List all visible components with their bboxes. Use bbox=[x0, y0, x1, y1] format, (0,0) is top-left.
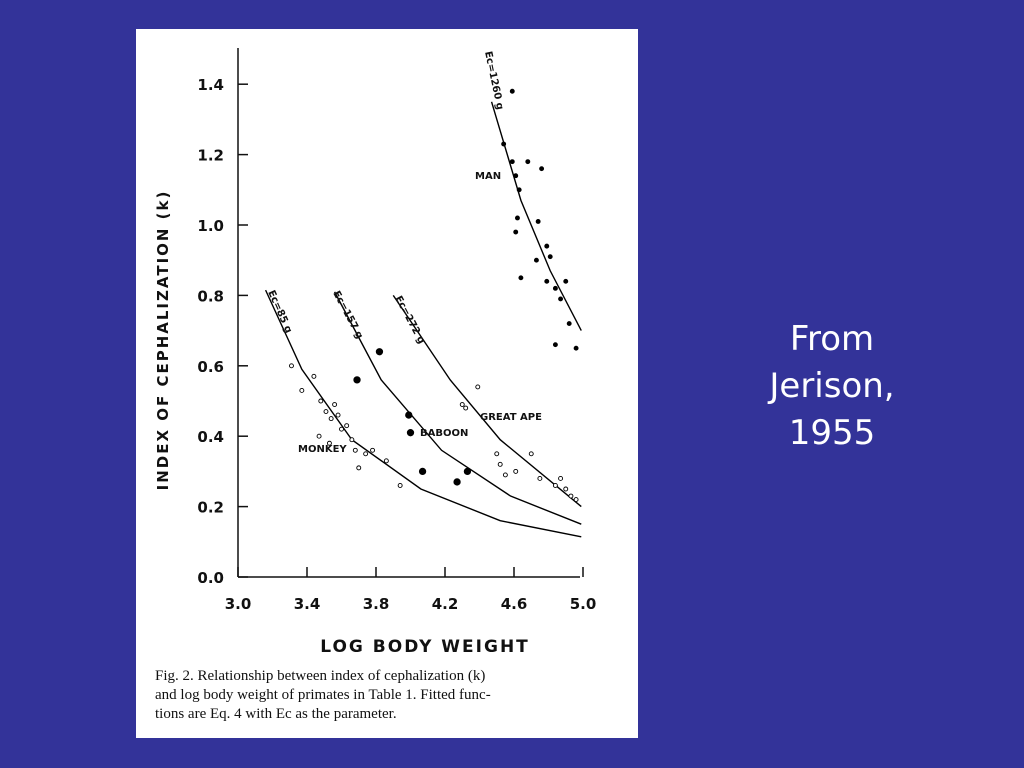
data-point bbox=[509, 88, 515, 94]
group-label: BABOON bbox=[420, 428, 468, 439]
data-point bbox=[363, 451, 369, 457]
data-point bbox=[497, 461, 503, 467]
data-point bbox=[318, 398, 324, 404]
data-point bbox=[339, 426, 344, 432]
data-point bbox=[323, 409, 329, 415]
y-tick-label: 0.6 bbox=[197, 358, 224, 376]
fitted-curve bbox=[333, 291, 582, 525]
data-point bbox=[528, 451, 534, 457]
data-point bbox=[353, 376, 361, 384]
y-tick-label: 0.0 bbox=[197, 569, 224, 587]
data-point bbox=[405, 411, 413, 419]
data-point bbox=[453, 478, 461, 486]
data-point bbox=[463, 405, 469, 411]
caption-line: Fig. 2. Relationship between index of ce… bbox=[155, 668, 485, 684]
data-point bbox=[563, 486, 569, 492]
y-tick-label: 1.0 bbox=[197, 217, 224, 235]
x-tick-label: 3.4 bbox=[294, 595, 321, 613]
data-point bbox=[535, 219, 541, 224]
data-point bbox=[332, 402, 338, 407]
data-point bbox=[515, 215, 520, 221]
data-point bbox=[494, 451, 500, 457]
fitted-curve bbox=[264, 289, 582, 538]
caption-line: tions are Eq. 4 with Ec as the parameter… bbox=[155, 706, 397, 722]
fitted-curve bbox=[490, 101, 582, 331]
data-point bbox=[418, 467, 427, 476]
data-point bbox=[349, 437, 355, 443]
x-tick-label: 3.0 bbox=[225, 595, 252, 613]
data-point bbox=[509, 159, 515, 165]
data-point bbox=[518, 275, 524, 281]
group-label: MONKEY bbox=[298, 444, 347, 455]
data-point bbox=[397, 483, 403, 488]
figure-image bbox=[136, 29, 638, 738]
data-point bbox=[406, 429, 415, 437]
data-point bbox=[356, 465, 362, 471]
caption-line: and log body weight of primates in Table… bbox=[155, 687, 491, 703]
y-tick-label: 1.4 bbox=[197, 76, 224, 94]
data-point bbox=[513, 229, 519, 235]
data-point bbox=[573, 345, 579, 351]
fitted-curve bbox=[392, 295, 582, 508]
y-axis-label: INDEX OF CEPHALIZATION (k) bbox=[154, 190, 172, 491]
x-axis-label: LOG BODY WEIGHT bbox=[320, 637, 530, 657]
data-point bbox=[459, 402, 465, 407]
data-point bbox=[383, 458, 389, 464]
data-point bbox=[328, 416, 334, 422]
data-point bbox=[539, 166, 545, 172]
y-tick-label: 0.4 bbox=[197, 428, 224, 446]
y-tick-label: 1.2 bbox=[197, 147, 224, 165]
data-point bbox=[516, 187, 522, 193]
data-point bbox=[558, 475, 564, 481]
data-point bbox=[573, 497, 579, 503]
data-point bbox=[370, 447, 375, 453]
data-point bbox=[501, 141, 507, 147]
data-point bbox=[375, 348, 384, 356]
x-tick-label: 5.0 bbox=[570, 595, 597, 613]
data-point bbox=[563, 278, 569, 284]
data-point bbox=[299, 387, 305, 393]
data-point bbox=[552, 483, 558, 488]
data-point bbox=[537, 475, 543, 481]
y-tick-label: 0.8 bbox=[197, 287, 224, 305]
data-point bbox=[289, 363, 294, 369]
data-point bbox=[335, 412, 341, 418]
data-point bbox=[552, 342, 558, 348]
data-point bbox=[316, 433, 322, 439]
x-tick-label: 3.8 bbox=[363, 595, 390, 613]
data-point bbox=[513, 468, 519, 474]
data-point bbox=[566, 321, 572, 327]
data-point bbox=[552, 285, 558, 291]
data-point bbox=[513, 173, 519, 179]
y-tick-label: 0.2 bbox=[197, 499, 224, 517]
data-point bbox=[544, 278, 550, 284]
data-point bbox=[475, 384, 481, 390]
group-label: MAN bbox=[475, 171, 501, 182]
data-point bbox=[344, 423, 350, 429]
x-tick-label: 4.2 bbox=[432, 595, 459, 613]
data-point bbox=[544, 243, 550, 249]
data-point bbox=[568, 493, 574, 499]
data-point bbox=[352, 447, 358, 453]
note-line: Jerison, bbox=[767, 366, 894, 406]
data-point bbox=[463, 467, 472, 476]
data-point bbox=[326, 440, 332, 446]
note-line: 1955 bbox=[789, 413, 876, 453]
data-point bbox=[525, 159, 531, 165]
group-label: GREAT APE bbox=[480, 412, 542, 423]
data-point bbox=[547, 254, 553, 260]
data-point bbox=[311, 373, 317, 379]
x-tick-label: 4.6 bbox=[501, 595, 528, 613]
data-point bbox=[558, 296, 564, 302]
note-line: From bbox=[790, 319, 874, 359]
data-point bbox=[533, 257, 539, 263]
data-point bbox=[502, 472, 508, 478]
